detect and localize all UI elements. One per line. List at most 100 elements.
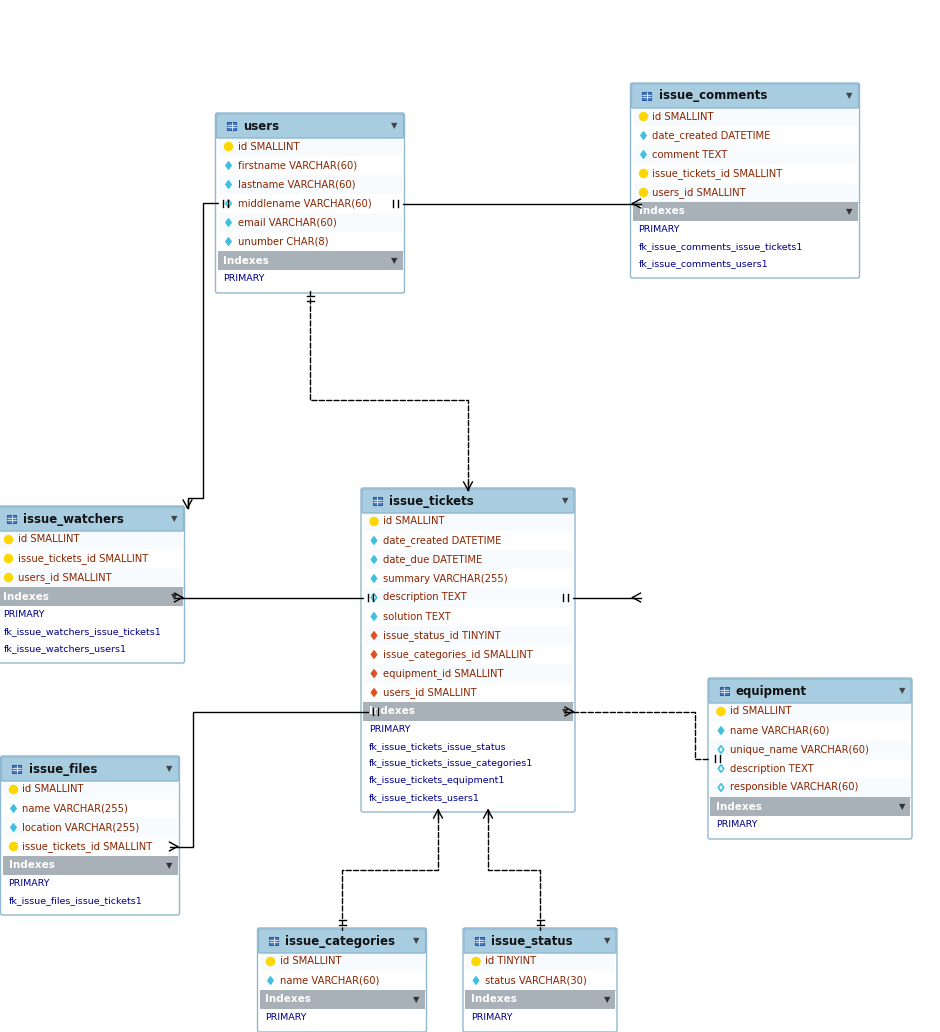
- FancyBboxPatch shape: [0, 530, 181, 549]
- Text: users_id SMALLINT: users_id SMALLINT: [383, 687, 477, 698]
- FancyBboxPatch shape: [364, 664, 572, 683]
- Text: fk_issue_tickets_issue_categories1: fk_issue_tickets_issue_categories1: [369, 759, 533, 768]
- FancyBboxPatch shape: [712, 682, 912, 839]
- Text: ▼: ▼: [171, 592, 178, 601]
- FancyBboxPatch shape: [361, 488, 575, 812]
- Text: ▼: ▼: [166, 861, 173, 870]
- Polygon shape: [10, 824, 16, 832]
- Polygon shape: [371, 613, 377, 620]
- FancyBboxPatch shape: [364, 512, 572, 531]
- FancyBboxPatch shape: [259, 990, 425, 1009]
- Text: unumber CHAR(8): unumber CHAR(8): [238, 236, 328, 247]
- Text: description TEXT: description TEXT: [383, 592, 467, 603]
- FancyBboxPatch shape: [372, 497, 382, 505]
- Text: solution TEXT: solution TEXT: [383, 612, 451, 621]
- Text: ▼: ▼: [846, 92, 853, 100]
- Text: ▼: ▼: [171, 515, 178, 523]
- Text: date_due DATETIME: date_due DATETIME: [383, 554, 482, 565]
- Polygon shape: [226, 237, 231, 246]
- FancyBboxPatch shape: [642, 92, 651, 100]
- Polygon shape: [371, 537, 377, 544]
- Polygon shape: [718, 765, 724, 772]
- FancyBboxPatch shape: [220, 117, 404, 293]
- FancyBboxPatch shape: [260, 952, 424, 971]
- Text: location VARCHAR(255): location VARCHAR(255): [23, 823, 140, 833]
- Circle shape: [225, 142, 232, 151]
- Text: fk_issue_tickets_issue_status: fk_issue_tickets_issue_status: [369, 742, 507, 751]
- Polygon shape: [371, 688, 377, 697]
- Text: issue_categories_id SMALLINT: issue_categories_id SMALLINT: [383, 649, 533, 659]
- FancyBboxPatch shape: [632, 84, 858, 108]
- Text: ▼: ▼: [166, 765, 173, 774]
- Text: fk_issue_comments_users1: fk_issue_comments_users1: [638, 259, 768, 268]
- Text: issue_watchers: issue_watchers: [24, 513, 124, 525]
- Text: fk_issue_tickets_equipment1: fk_issue_tickets_equipment1: [369, 776, 506, 785]
- Text: status VARCHAR(30): status VARCHAR(30): [485, 975, 587, 986]
- FancyBboxPatch shape: [719, 687, 728, 695]
- FancyBboxPatch shape: [363, 702, 573, 721]
- Text: ▼: ▼: [899, 802, 905, 811]
- Text: unique_name VARCHAR(60): unique_name VARCHAR(60): [730, 744, 869, 755]
- Text: PRIMARY: PRIMARY: [265, 1013, 307, 1022]
- FancyBboxPatch shape: [227, 122, 236, 130]
- Polygon shape: [10, 805, 16, 812]
- FancyBboxPatch shape: [0, 510, 184, 663]
- FancyBboxPatch shape: [365, 492, 575, 812]
- Polygon shape: [371, 593, 377, 602]
- FancyBboxPatch shape: [0, 568, 181, 587]
- Polygon shape: [641, 132, 646, 139]
- FancyBboxPatch shape: [1, 756, 180, 915]
- Text: id SMALLINT: id SMALLINT: [279, 957, 341, 967]
- FancyBboxPatch shape: [2, 757, 179, 781]
- FancyBboxPatch shape: [0, 587, 182, 606]
- FancyBboxPatch shape: [3, 856, 178, 875]
- FancyBboxPatch shape: [215, 112, 404, 293]
- Text: fk_issue_tickets_users1: fk_issue_tickets_users1: [369, 793, 480, 802]
- Text: email VARCHAR(60): email VARCHAR(60): [238, 218, 337, 227]
- Text: id SMALLINT: id SMALLINT: [23, 784, 84, 795]
- Polygon shape: [226, 199, 231, 207]
- Text: equipment: equipment: [736, 684, 807, 698]
- Text: name VARCHAR(255): name VARCHAR(255): [23, 804, 129, 813]
- Text: issue_comments: issue_comments: [659, 90, 767, 102]
- Text: summary VARCHAR(255): summary VARCHAR(255): [383, 574, 508, 583]
- Text: Indexes: Indexes: [8, 861, 55, 871]
- Text: id SMALLINT: id SMALLINT: [652, 111, 714, 122]
- FancyBboxPatch shape: [633, 202, 857, 221]
- Text: Indexes: Indexes: [369, 707, 415, 716]
- FancyBboxPatch shape: [362, 489, 574, 513]
- Circle shape: [717, 708, 725, 715]
- Text: Indexes: Indexes: [4, 591, 50, 602]
- Text: ▼: ▼: [562, 496, 569, 506]
- FancyBboxPatch shape: [466, 952, 614, 971]
- Text: fk_issue_comments_issue_tickets1: fk_issue_comments_issue_tickets1: [638, 241, 803, 251]
- Text: ▼: ▼: [603, 995, 610, 1004]
- FancyBboxPatch shape: [634, 146, 856, 164]
- Text: PRIMARY: PRIMARY: [716, 820, 758, 829]
- Text: description TEXT: description TEXT: [730, 764, 814, 774]
- Text: issue_tickets_id SMALLINT: issue_tickets_id SMALLINT: [18, 553, 148, 563]
- Text: middlename VARCHAR(60): middlename VARCHAR(60): [238, 198, 371, 208]
- Text: lastname VARCHAR(60): lastname VARCHAR(60): [238, 180, 355, 190]
- FancyBboxPatch shape: [465, 990, 615, 1009]
- Polygon shape: [718, 746, 724, 753]
- FancyBboxPatch shape: [4, 780, 177, 799]
- Text: id TINYINT: id TINYINT: [485, 957, 536, 967]
- Text: issue_files: issue_files: [28, 763, 97, 775]
- Text: ▼: ▼: [899, 686, 905, 696]
- FancyBboxPatch shape: [464, 929, 616, 953]
- Polygon shape: [268, 976, 274, 985]
- Polygon shape: [718, 727, 724, 735]
- Text: issue_status_id TINYINT: issue_status_id TINYINT: [383, 631, 501, 641]
- Polygon shape: [226, 181, 231, 188]
- Text: PRIMARY: PRIMARY: [471, 1013, 512, 1022]
- FancyBboxPatch shape: [258, 928, 427, 1032]
- FancyBboxPatch shape: [634, 183, 856, 202]
- FancyBboxPatch shape: [364, 588, 572, 607]
- Circle shape: [5, 574, 12, 582]
- Circle shape: [266, 958, 274, 966]
- Text: ▼: ▼: [846, 207, 853, 216]
- Polygon shape: [371, 670, 377, 677]
- Text: id SMALLINT: id SMALLINT: [383, 516, 445, 526]
- Circle shape: [472, 958, 480, 966]
